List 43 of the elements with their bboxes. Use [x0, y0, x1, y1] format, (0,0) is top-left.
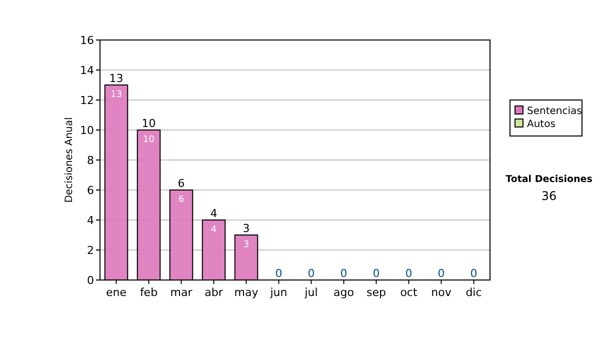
total-label: 3: [242, 222, 250, 235]
x-tick-label: feb: [140, 286, 158, 299]
total-label: 10: [142, 117, 156, 130]
text: Total Decisiones: [506, 174, 593, 185]
data-label: 13: [110, 90, 122, 100]
text: 36: [541, 189, 557, 203]
legend-label: Autos: [527, 119, 556, 130]
y-tick-label: 16: [80, 34, 94, 47]
y-tick-label: 10: [80, 124, 94, 137]
total-label: 0: [308, 267, 315, 280]
x-tick-label: sep: [366, 286, 386, 299]
x-tick-label: dic: [466, 286, 482, 299]
data-label: 3: [243, 240, 250, 250]
x-tick-label: jun: [269, 286, 288, 299]
y-tick-label: 8: [87, 154, 94, 167]
total-label: 13: [109, 72, 124, 85]
total-label: 0: [372, 267, 380, 280]
y-tick-label: 4: [87, 214, 94, 227]
data-label: 10: [143, 135, 155, 145]
x-tick-label: may: [234, 286, 259, 299]
total-label: 6: [178, 177, 185, 190]
x-tick-label: abr: [204, 286, 224, 299]
x-tick-label: ago: [334, 286, 354, 299]
total-label: 0: [340, 267, 348, 280]
y-tick-label: 0: [87, 274, 94, 287]
y-tick-label: 14: [80, 64, 94, 77]
y-axis-title: Decisiones Anual: [64, 117, 75, 203]
x-tick-label: oct: [400, 286, 418, 299]
x-tick-label: nov: [431, 286, 452, 299]
x-tick-label: jul: [304, 286, 318, 299]
x-tick-label: ene: [106, 286, 127, 299]
total-label: 0: [275, 267, 282, 280]
x-tick-label: mar: [170, 286, 193, 299]
y-tick-label: 2: [87, 244, 94, 257]
y-tick-label: 6: [87, 184, 94, 197]
total-label: 0: [438, 267, 445, 280]
data-label: 6: [178, 195, 184, 205]
total-label: 0: [405, 267, 412, 280]
total-label: 0: [470, 267, 478, 280]
y-tick-label: 12: [80, 94, 94, 107]
total-label: 4: [210, 207, 218, 220]
data-label: 4: [210, 225, 217, 235]
legend-label: Sentencias: [527, 106, 582, 117]
